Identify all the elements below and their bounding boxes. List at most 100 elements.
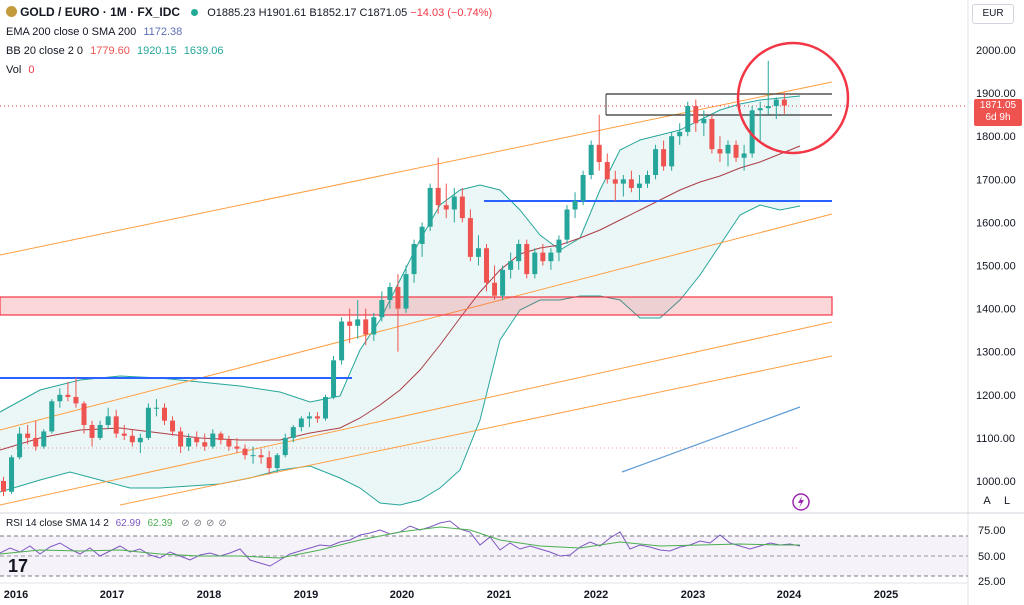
- candle-body: [524, 243, 530, 275]
- candle-body: [387, 287, 393, 300]
- price-tick-label: 1000.00: [976, 476, 1016, 488]
- symbol-title[interactable]: GOLD / EURO · 1M · FX_IDC: [20, 5, 181, 19]
- candle-body: [162, 407, 167, 421]
- time-tick-label: 2025: [874, 589, 898, 601]
- candle-body: [612, 179, 618, 184]
- candle-body: [540, 252, 546, 262]
- candle-body: [282, 437, 288, 456]
- candle-body: [331, 360, 337, 397]
- candle-body: [757, 108, 763, 111]
- bollinger-lower: [0, 204, 801, 506]
- candle-body: [226, 440, 232, 447]
- candle-body: [379, 299, 385, 318]
- auto-scale-button[interactable]: A: [983, 495, 991, 507]
- candle-body: [765, 106, 771, 109]
- candle-body: [484, 248, 489, 283]
- currency-selector[interactable]: EUR: [972, 4, 1014, 24]
- candle-body: [427, 187, 433, 227]
- candle-body: [532, 252, 538, 275]
- candle-body: [508, 261, 514, 270]
- candle-body: [258, 455, 264, 458]
- candle-body: [572, 200, 578, 210]
- price-tick-label: 1400.00: [976, 304, 1016, 316]
- price-tick-label: 1300.00: [976, 347, 1016, 359]
- gold-symbol-icon: [6, 6, 17, 17]
- bb-row[interactable]: BB 20 close 2 0 1779.60 1920.15 1639.06: [6, 42, 224, 60]
- candle-body: [443, 205, 449, 210]
- candle-body: [620, 179, 626, 184]
- time-tick-label: 2019: [294, 589, 318, 601]
- highlight-circle: [736, 41, 850, 155]
- candle-body: [475, 248, 481, 257]
- rsi-axis-ticks: 75.00 50.00 25.00: [978, 525, 1006, 588]
- candle-body: [81, 403, 87, 425]
- candle-body: [669, 136, 675, 167]
- price-tick-label: 1800.00: [976, 131, 1016, 143]
- rsi-sma-value: 62.39: [147, 518, 173, 529]
- candle-body: [773, 99, 779, 107]
- candle-body: [749, 110, 755, 154]
- candle-body: [419, 226, 425, 244]
- ema-value: 1172.38: [143, 26, 183, 38]
- vol-row[interactable]: Vol 0: [6, 61, 34, 79]
- candle-body: [363, 319, 369, 335]
- candle-body: [33, 437, 39, 447]
- lightning-bolt-glyph: [798, 496, 804, 508]
- ema-row[interactable]: EMA 200 close 0 SMA 200 1172.38: [6, 23, 182, 41]
- candle-body: [661, 149, 667, 167]
- time-tick-label: 2018: [197, 589, 221, 601]
- candle-body: [467, 218, 473, 257]
- candle-body: [500, 269, 506, 296]
- log-scale-button[interactable]: L: [1003, 495, 1011, 507]
- candle-body: [250, 455, 256, 457]
- candle-body: [314, 416, 320, 419]
- ohlc-values: O1885.23 H1901.61 B1852.17 C1871.05: [207, 7, 408, 19]
- candle-body: [49, 401, 55, 432]
- candle-body: [25, 433, 31, 438]
- lightning-icon[interactable]: [792, 493, 810, 511]
- candle-body: [725, 144, 731, 154]
- candle-body: [113, 416, 119, 434]
- candle-body: [492, 282, 498, 296]
- time-tick-label: 2020: [390, 589, 414, 601]
- candle-body: [202, 442, 208, 447]
- resistance-zone[interactable]: [0, 296, 833, 316]
- candle-body: [371, 317, 377, 335]
- candle-body: [693, 106, 699, 124]
- time-tick-label: 2016: [4, 589, 28, 601]
- rsi-tick-label: 25.00: [978, 576, 1006, 588]
- candle-body: [580, 174, 586, 201]
- channel-line-3: [0, 321, 833, 506]
- time-tick-label: 2024: [777, 589, 802, 601]
- candle-body: [242, 448, 248, 456]
- bb-upper-value: 1920.15: [136, 45, 177, 57]
- candle-body: [298, 418, 304, 428]
- candle-body: [733, 144, 739, 158]
- tradingview-logo: 17: [8, 556, 29, 576]
- vol-value: 0: [28, 64, 35, 76]
- rsi-value: 62.99: [115, 518, 141, 529]
- bar-countdown: 6d 9h: [985, 112, 1011, 123]
- rsi-settings-icons[interactable]: ⊘⊘⊘⊘: [181, 518, 231, 529]
- rsi-legend[interactable]: RSI 14 close SMA 14 2 62.99 62.39 ⊘⊘⊘⊘: [6, 518, 231, 529]
- candle-body: [266, 457, 272, 469]
- last-price-badge: 1871.05 6d 9h: [974, 99, 1022, 126]
- rsi-tick-label: 75.00: [978, 525, 1006, 537]
- ema-label: EMA 200 close 0 SMA 200: [6, 26, 137, 38]
- candle-body: [556, 239, 562, 253]
- candle-body: [701, 118, 707, 124]
- candle-body: [9, 457, 15, 492]
- candle-body: [435, 187, 441, 206]
- channel-line-4: [119, 355, 833, 506]
- bb-label: BB 20 close 2 0: [6, 45, 84, 57]
- price-tick-label: 1200.00: [976, 390, 1016, 402]
- price-tick-label: 1700.00: [976, 174, 1016, 186]
- candle-body: [290, 427, 296, 438]
- candle-body: [170, 420, 176, 432]
- time-tick-label: 2017: [100, 589, 124, 601]
- time-tick-label: 2022: [584, 589, 608, 601]
- rsi-label: RSI 14 close SMA 14 2: [6, 518, 109, 529]
- candle-body: [636, 183, 642, 188]
- candle-body: [596, 144, 602, 163]
